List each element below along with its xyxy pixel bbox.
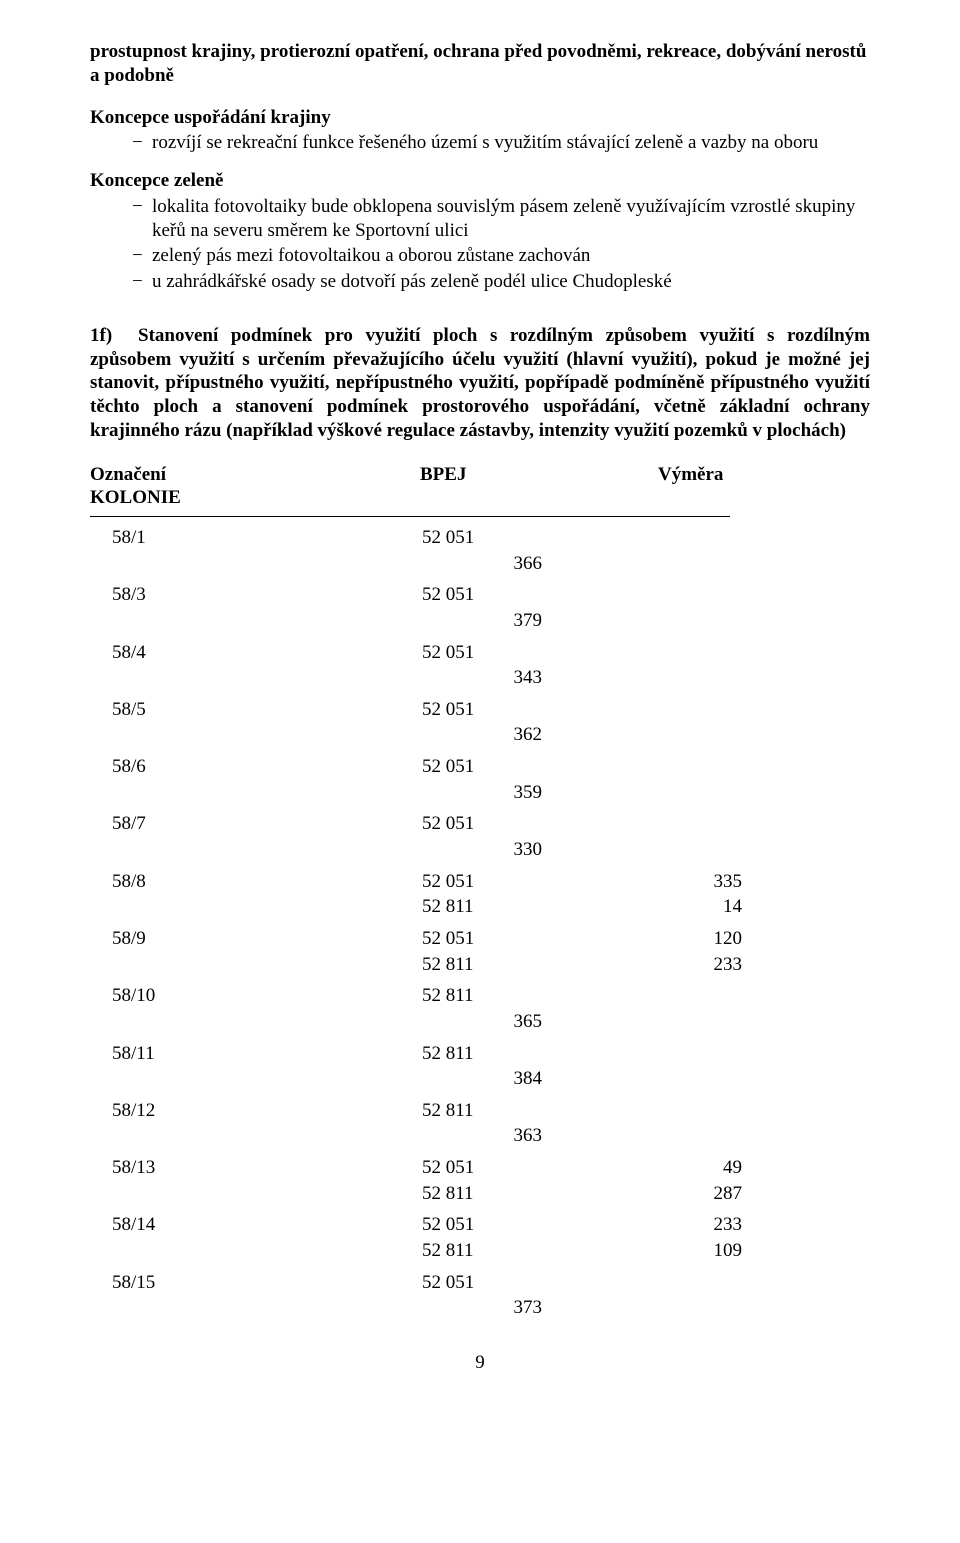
cell-designation: 58/5: [112, 697, 422, 748]
table-header-area: Výměra: [658, 463, 818, 487]
section-1f-text: Stanovení podmínek pro využití ploch s r…: [90, 325, 870, 441]
cell-area: 233: [622, 952, 742, 978]
cell-area: 379: [422, 608, 542, 634]
cell-designation: 58/15: [112, 1270, 422, 1321]
cell-values: 52 05123352 811109: [422, 1212, 742, 1263]
cell-values: 52 051359: [422, 754, 622, 805]
table-subheader: KOLONIE: [90, 486, 870, 510]
cell-bpej: 52 051: [422, 754, 622, 780]
list-item: lokalita fotovoltaiky bude obklopena sou…: [132, 195, 870, 243]
cell-designation: 58/1: [112, 525, 422, 576]
cell-bpej: 52 811: [422, 1098, 622, 1124]
cell-area: 343: [422, 665, 542, 691]
cell-bpej: 52 051: [422, 697, 622, 723]
table-row: 58/152 051366: [90, 525, 870, 576]
cell-area: 384: [422, 1066, 542, 1092]
cell-bpej: 52 051: [422, 1155, 622, 1181]
cell-bpej: 52 051: [422, 525, 622, 551]
cell-bpej: 52 811: [422, 983, 622, 1009]
cell-area: 363: [422, 1123, 542, 1149]
table-row: 58/1152 811384: [90, 1041, 870, 1092]
cell-designation: 58/3: [112, 582, 422, 633]
cell-values: 52 051366: [422, 525, 622, 576]
table-divider: [90, 516, 730, 517]
cell-bpej: 52 811: [422, 952, 622, 978]
cell-area: 330: [422, 837, 542, 863]
cell-values: 52 811363: [422, 1098, 622, 1149]
table-row: 58/552 051362: [90, 697, 870, 748]
cell-area: 49: [622, 1155, 742, 1181]
section-b-heading: Koncepce zeleně: [90, 169, 870, 193]
cell-designation: 58/10: [112, 983, 422, 1034]
table-row: 58/752 051330: [90, 811, 870, 862]
table-row: 58/1252 811363: [90, 1098, 870, 1149]
cell-values: 52 811384: [422, 1041, 622, 1092]
cell-area: 233: [622, 1212, 742, 1238]
table-row: 58/1052 811365: [90, 983, 870, 1034]
cell-values: 52 811365: [422, 983, 622, 1034]
cell-bpej: 52 051: [422, 1270, 622, 1296]
table-row: 58/952 05112052 811233: [90, 926, 870, 977]
cell-bpej: 52 051: [422, 640, 622, 666]
cell-designation: 58/14: [112, 1212, 422, 1263]
cell-bpej: 52 051: [422, 811, 622, 837]
cell-area: 335: [622, 869, 742, 895]
cell-values: 52 05112052 811233: [422, 926, 742, 977]
list-item: u zahrádkářské osady se dotvoří pás zele…: [132, 270, 870, 294]
cell-values: 52 051343: [422, 640, 622, 691]
cell-values: 52 0514952 811287: [422, 1155, 742, 1206]
cell-area: 109: [622, 1238, 742, 1264]
cell-designation: 58/6: [112, 754, 422, 805]
cell-designation: 58/9: [112, 926, 422, 977]
cell-area: 365: [422, 1009, 542, 1035]
cell-area: 359: [422, 780, 542, 806]
cell-designation: 58/7: [112, 811, 422, 862]
cell-bpej: 52 051: [422, 582, 622, 608]
section-1f-label: 1f): [90, 324, 138, 348]
cell-bpej: 52 051: [422, 1212, 622, 1238]
list-item: rozvíjí se rekreační funkce řešeného úze…: [132, 131, 870, 155]
cell-bpej: 52 051: [422, 869, 622, 895]
cell-values: 52 05133552 81114: [422, 869, 742, 920]
section-a-list: rozvíjí se rekreační funkce řešeného úze…: [90, 131, 870, 155]
cell-designation: 58/12: [112, 1098, 422, 1149]
cell-values: 52 051330: [422, 811, 622, 862]
cell-bpej: 52 811: [422, 894, 622, 920]
cell-designation: 58/4: [112, 640, 422, 691]
cell-values: 52 051379: [422, 582, 622, 633]
intro-paragraph: prostupnost krajiny, protierozní opatřen…: [90, 40, 870, 88]
table-body: 58/152 05136658/352 05137958/452 0513435…: [90, 525, 870, 1321]
cell-values: 52 051362: [422, 697, 622, 748]
cell-designation: 58/13: [112, 1155, 422, 1206]
section-b-list: lokalita fotovoltaiky bude obklopena sou…: [90, 195, 870, 294]
table-header: Označení BPEJ Výměra: [90, 463, 870, 487]
cell-area: 14: [622, 894, 742, 920]
cell-bpej: 52 811: [422, 1238, 622, 1264]
cell-designation: 58/8: [112, 869, 422, 920]
table-row: 58/452 051343: [90, 640, 870, 691]
cell-bpej: 52 051: [422, 926, 622, 952]
section-a-heading: Koncepce uspořádání krajiny: [90, 106, 870, 130]
cell-area: 120: [622, 926, 742, 952]
cell-area: 373: [422, 1295, 542, 1321]
cell-area: 287: [622, 1181, 742, 1207]
table-row: 58/1552 051373: [90, 1270, 870, 1321]
table-row: 58/652 051359: [90, 754, 870, 805]
cell-area: 366: [422, 551, 542, 577]
table-header-designation: Označení: [90, 463, 420, 487]
table-row: 58/352 051379: [90, 582, 870, 633]
list-item: zelený pás mezi fotovoltaikou a oborou z…: [132, 244, 870, 268]
cell-bpej: 52 811: [422, 1181, 622, 1207]
section-1f: 1f)Stanovení podmínek pro využití ploch …: [90, 324, 870, 443]
page-number: 9: [90, 1351, 870, 1375]
cell-area: 362: [422, 722, 542, 748]
table-header-bpej: BPEJ: [420, 463, 658, 487]
table-row: 58/852 05133552 81114: [90, 869, 870, 920]
cell-designation: 58/11: [112, 1041, 422, 1092]
cell-bpej: 52 811: [422, 1041, 622, 1067]
table-row: 58/1352 0514952 811287: [90, 1155, 870, 1206]
cell-values: 52 051373: [422, 1270, 622, 1321]
table-row: 58/1452 05123352 811109: [90, 1212, 870, 1263]
